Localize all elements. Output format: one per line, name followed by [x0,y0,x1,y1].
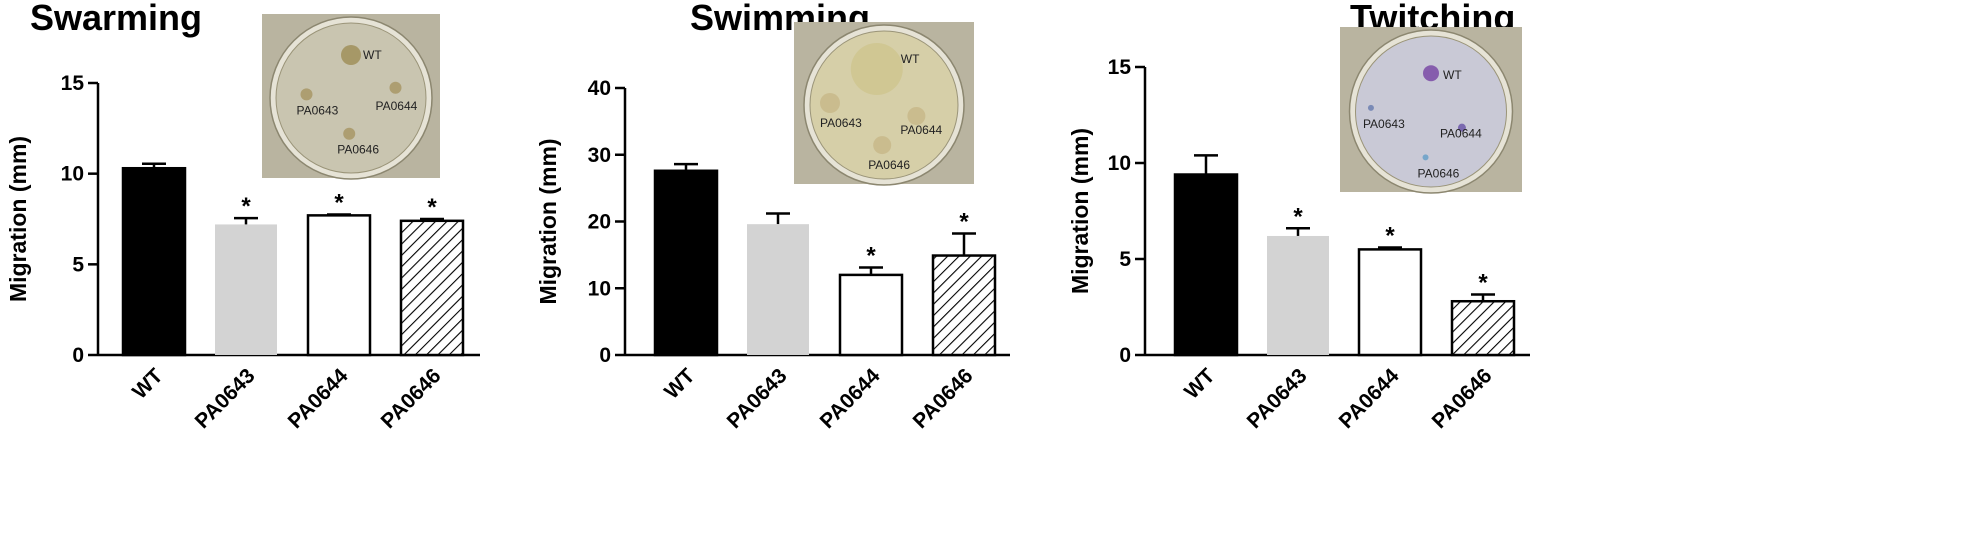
y-tick-label: 10 [588,277,611,300]
twitching-panel: Twitching WT PA0643 PA0644 PA0646 Migration… [1067,0,1970,559]
y-tick-label: 15 [1108,56,1132,79]
colony-spot [1367,104,1374,111]
colony-spot [873,136,892,155]
twitching-plate-photo: WT PA0643 PA0644 PA0646 [1340,27,1522,194]
x-tick-label: PA0646 [909,364,978,433]
plate-label: PA0643 [820,116,862,130]
y-tick-label: 10 [1108,152,1131,175]
x-tick-label: PA0646 [1428,364,1497,433]
plate-label: PA0646 [337,143,379,157]
y-axis-label: Migration (mm) [1067,128,1093,294]
chart-title: Swarming [30,0,202,38]
colony-spot [1422,154,1429,161]
bar-pa0643 [747,224,809,355]
y-tick-label: 20 [588,211,611,234]
y-tick-label: 15 [61,72,85,95]
colony-spot [300,88,313,101]
bar-pa0646 [399,219,465,357]
bar-pa0644 [306,214,372,357]
swarming-chart: Swarming WT PA0643 PA0644 PA0646 Migration … [5,0,480,433]
colony-spot [907,106,926,125]
swarming-panel: Swarming WT PA0643 PA0644 PA0646 Migration … [0,0,660,559]
y-tick-label: 30 [588,144,611,167]
bar-wt [1173,173,1239,357]
colony-spot [820,93,840,113]
significance-marker: * [1478,270,1488,297]
x-tick-label: WT [660,364,699,403]
significance-marker: * [334,189,344,216]
plate-label: WT [1443,68,1462,82]
significance-marker: * [866,243,876,270]
petri-dish-agar [1355,35,1507,188]
y-axis-label: Migration (mm) [535,138,561,304]
y-tick-label: 40 [588,77,611,100]
y-axis-label: Migration (mm) [5,136,31,302]
significance-marker: * [241,193,251,220]
colony-spot [1457,123,1466,132]
plate-label: PA0646 [1418,166,1460,180]
significance-marker: * [427,194,437,221]
bar-pa0643 [215,224,277,355]
swarming-plate-photo: WT PA0643 PA0644 PA0646 [262,14,440,180]
x-tick-label: PA0646 [377,364,446,433]
y-tick-label: 5 [1119,248,1131,271]
plate-label: WT [363,48,382,62]
bar-pa0643 [1267,235,1329,355]
x-tick-label: PA0644 [284,364,353,433]
plate-label: PA0643 [297,103,339,117]
petri-dish-agar [275,22,427,174]
x-tick-label: PA0644 [1335,364,1404,433]
bar-wt [121,166,187,357]
x-tick-label: PA0643 [191,364,260,433]
colony-spot [850,42,903,95]
bar-wt [653,169,719,357]
x-tick-label: PA0644 [816,364,885,433]
petri-dish-agar [809,30,959,180]
swimming-plate-photo: WT PA0643 PA0644 PA0646 [794,22,974,186]
plate-label: PA0646 [868,158,910,172]
plate-label: PA0644 [376,99,418,113]
y-tick-label: 0 [1119,344,1131,367]
x-tick-label: PA0643 [723,364,792,433]
y-tick-label: 5 [72,253,84,276]
colony-spot [341,45,361,65]
plate-label: PA0643 [1363,117,1405,131]
bar-pa0644 [838,273,904,357]
significance-marker: * [959,209,969,236]
bar-pa0646 [931,254,997,357]
plate-label: PA0644 [1440,127,1482,141]
plate-label: PA0644 [900,123,942,137]
swimming-panel: Swimming WT PA0643 PA0644 PA0646 Migration … [535,0,1320,559]
significance-marker: * [1385,222,1395,249]
bar-pa0646 [1450,299,1516,357]
colony-spot [343,127,356,140]
plate-label: WT [901,52,920,66]
x-tick-label: WT [128,364,167,403]
bar-pa0644 [1357,248,1423,357]
y-tick-label: 10 [61,163,84,186]
colony-spot [1423,65,1439,82]
significance-marker: * [1293,203,1303,230]
y-tick-label: 0 [599,344,611,367]
y-tick-label: 0 [72,344,84,367]
colony-spot [389,81,402,94]
